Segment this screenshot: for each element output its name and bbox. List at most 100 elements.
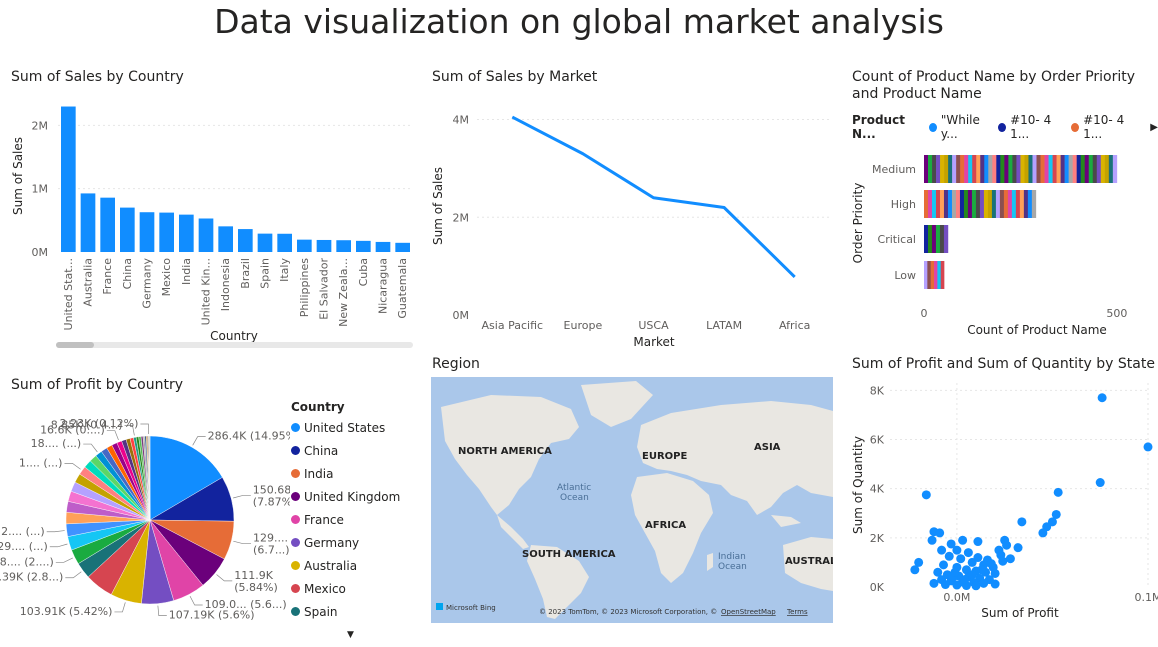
bar-ytick-label: 2M [32,119,49,132]
scatter-point[interactable] [946,539,956,549]
bar-mark[interactable] [100,197,115,252]
profit-quantity-title: Sum of Profit and Sum of Quantity by Sta… [852,356,1155,372]
scatter-point[interactable] [937,545,947,555]
scatter-point[interactable] [977,565,987,575]
pie-legend-item[interactable]: France [291,508,400,531]
bar-mark[interactable] [159,212,174,252]
pie-legend-item[interactable]: China [291,439,400,462]
hbar-segment [939,190,945,218]
bar-mark[interactable] [356,240,371,252]
bar-mark[interactable] [80,193,96,252]
pie-leader-line [65,571,82,579]
pie-data-label-line: (5.84%) [234,581,278,594]
scatter-point[interactable] [1038,528,1048,538]
scatter-point[interactable] [1097,393,1107,403]
scatter-point[interactable] [1095,478,1105,488]
pie-legend-item[interactable]: United States [291,416,400,439]
bar-mark[interactable] [257,233,273,252]
bar-mark[interactable] [336,240,351,252]
scrollbar-thumb[interactable] [56,342,94,348]
bar-mark[interactable] [316,239,332,252]
scatter-point[interactable] [910,565,920,575]
scatter-point[interactable] [1053,487,1063,497]
map-terms-link[interactable]: Terms [786,608,808,616]
bar-mark[interactable] [277,233,292,252]
horizontal-scrollbar[interactable] [56,342,413,348]
caret-down-icon[interactable]: ▼ [347,630,354,640]
product-legend-item[interactable]: #10- 4 1... [998,113,1065,141]
hbar-mark[interactable] [924,225,949,253]
hbar-segment [1080,155,1086,183]
scatter-point[interactable] [952,580,962,590]
sales-by-country-chart[interactable]: 0M 1M 2M United Stat... Australia France China… [0,90,420,355]
scatter-point[interactable] [933,567,943,577]
hbar-mark[interactable] [924,155,1118,183]
bar-mark[interactable] [139,212,155,252]
bar-mark[interactable] [297,239,312,252]
product-legend-item[interactable]: "While y... [929,113,992,141]
pie-legend-item[interactable]: Spain [291,600,400,623]
scatter-point[interactable] [967,570,977,580]
hbar-mark[interactable] [924,190,1037,218]
pie-legend-item[interactable]: Mexico [291,577,400,600]
scatter-point[interactable] [1005,554,1015,564]
product-legend-item[interactable]: #10- 4 1... [1071,113,1138,141]
product-by-priority-chart[interactable]: Medium High Critical Low 0 500 Count of Produc… [845,135,1155,345]
profit-quantity-scatter[interactable]: 0K 2K 4K 6K 8K 0.0M 0.1M Sum of Profit Sum of Qu… [845,375,1158,625]
scatter-point[interactable] [921,490,931,500]
scatter-point[interactable] [998,556,1008,566]
bar-mark[interactable] [120,207,135,252]
scatter-point[interactable] [940,580,950,590]
hbar-mark[interactable] [924,261,945,289]
play-right-icon[interactable]: ▶ [1150,121,1158,133]
pie-legend-item[interactable]: Germany [291,531,400,554]
scatter-point[interactable] [914,557,924,567]
scatter-point[interactable] [1143,442,1153,452]
scatter-point[interactable] [935,528,945,538]
scatter-point[interactable] [979,578,989,588]
bar-mark[interactable] [395,242,410,252]
scatter-point[interactable] [1017,517,1027,527]
pie-legend-item[interactable]: India [291,462,400,485]
pie-legend-item[interactable]: United Kingdom [291,485,400,508]
line-series[interactable] [511,115,796,278]
profit-by-country-pie[interactable]: 286.4K (14.95%) 150.68K(7.87%) 129....(6.7… [0,398,290,628]
scatter-point[interactable] [929,578,939,588]
scatter-point[interactable] [1013,543,1023,553]
scatter-point[interactable] [971,581,981,591]
pie-data-label-line: 111.9K [234,569,273,582]
bar-mark[interactable] [198,218,214,252]
scatter-point[interactable] [939,560,949,570]
scatter-point[interactable] [990,579,1000,589]
pie-legend-label: United Kingdom [304,489,401,504]
scatter-point[interactable] [956,554,966,564]
scatter-point[interactable] [963,548,973,558]
scatter-point[interactable] [990,568,1000,578]
bar-mark[interactable] [375,241,391,252]
pie-leader-line [157,605,167,616]
scatter-point[interactable] [952,545,962,555]
scatter-point[interactable] [967,557,977,567]
scatter-point[interactable] [1051,509,1061,519]
scatter-point[interactable] [973,537,983,547]
bar-mark[interactable] [179,214,194,252]
sales-by-market-chart[interactable]: 0M 2M 4M Asia Pacific Europe USCA LATAM Africa M… [425,90,835,355]
bar-yaxis-title: Sum of Sales [11,137,25,215]
bar-mark[interactable] [218,226,233,252]
bar-mark[interactable] [238,229,253,252]
scatter-point[interactable] [1002,540,1012,550]
scatter-point[interactable] [927,535,937,545]
pie-leader-line [216,574,233,582]
scatter-point[interactable] [944,551,954,561]
scatter-point[interactable] [958,535,968,545]
scatter-point[interactable] [986,559,996,569]
bar-mark[interactable] [61,106,76,252]
scatter-point[interactable] [960,575,970,585]
region-map[interactable]: NORTH AMERICA EUROPE ASIA AFRICA SOUTH A… [431,377,833,623]
pie-legend-item[interactable]: Australia [291,554,400,577]
line-xtick-label: Asia Pacific [482,319,544,332]
pie-slice[interactable] [149,435,223,521]
map-osm-link[interactable]: OpenStreetMap [721,608,776,616]
scatter-point[interactable] [950,567,960,577]
hbar-segment [963,190,969,218]
